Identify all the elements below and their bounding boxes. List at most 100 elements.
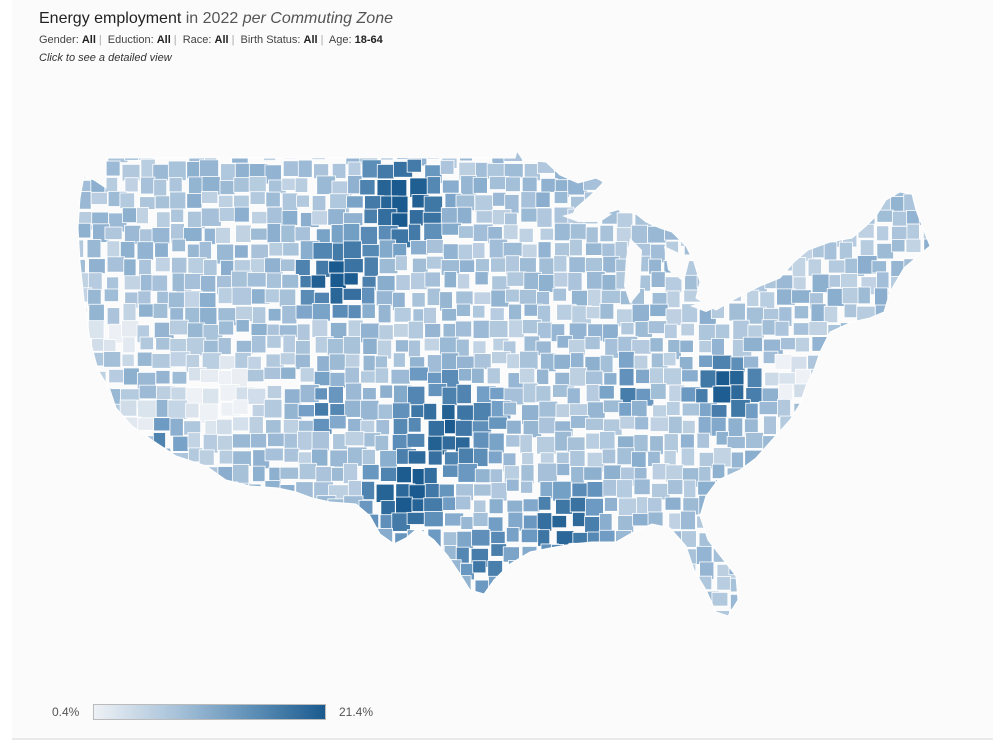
commuting-zone[interactable]: [662, 352, 677, 367]
commuting-zone[interactable]: [744, 239, 765, 256]
commuting-zone[interactable]: [743, 355, 760, 369]
commuting-zone[interactable]: [74, 481, 89, 501]
commuting-zone[interactable]: [459, 609, 479, 622]
commuting-zone[interactable]: [299, 498, 316, 513]
commuting-zone[interactable]: [410, 240, 429, 256]
commuting-zone[interactable]: [344, 366, 360, 385]
commuting-zone[interactable]: [282, 144, 299, 160]
commuting-zone[interactable]: [775, 223, 791, 244]
commuting-zone[interactable]: [795, 544, 813, 563]
commuting-zone[interactable]: [151, 612, 172, 630]
commuting-zone[interactable]: [487, 590, 508, 607]
commuting-zone[interactable]: [569, 367, 588, 387]
commuting-zone[interactable]: [747, 579, 765, 595]
commuting-zone[interactable]: [394, 624, 411, 643]
commuting-zone[interactable]: [806, 404, 824, 424]
commuting-zone[interactable]: [809, 544, 827, 563]
commuting-zone[interactable]: [552, 626, 569, 638]
commuting-zone[interactable]: [856, 382, 872, 396]
commuting-zone[interactable]: [712, 495, 732, 514]
commuting-zone[interactable]: [278, 596, 295, 615]
commuting-zone[interactable]: [679, 339, 694, 353]
commuting-zone[interactable]: [939, 625, 953, 642]
commuting-zone[interactable]: [374, 559, 389, 581]
commuting-zone[interactable]: [281, 543, 300, 557]
commuting-zone[interactable]: [251, 561, 272, 578]
commuting-zone[interactable]: [824, 593, 841, 614]
commuting-zone[interactable]: [938, 545, 955, 559]
commuting-zone[interactable]: [791, 256, 807, 278]
commuting-zone[interactable]: [71, 239, 84, 258]
commuting-zone[interactable]: [792, 576, 808, 594]
commuting-zone[interactable]: [794, 161, 809, 177]
commuting-zone[interactable]: [488, 432, 505, 454]
commuting-zone[interactable]: [423, 337, 441, 352]
commuting-zone[interactable]: [791, 289, 812, 304]
commuting-zone[interactable]: [409, 629, 428, 643]
commuting-zone[interactable]: [439, 159, 455, 175]
commuting-zone[interactable]: [838, 241, 853, 260]
commuting-zone[interactable]: [427, 625, 446, 643]
commuting-zone[interactable]: [522, 626, 537, 643]
commuting-zone[interactable]: [443, 545, 457, 560]
commuting-zone[interactable]: [600, 196, 615, 211]
commuting-zone[interactable]: [729, 528, 746, 546]
commuting-zone[interactable]: [599, 224, 614, 243]
commuting-zone[interactable]: [138, 579, 158, 593]
commuting-zone[interactable]: [728, 302, 746, 322]
commuting-zone[interactable]: [923, 607, 937, 627]
commuting-zone[interactable]: [314, 387, 328, 401]
commuting-zone[interactable]: [72, 383, 86, 404]
commuting-zone[interactable]: [137, 466, 153, 486]
commuting-zone[interactable]: [264, 447, 284, 462]
commuting-zone[interactable]: [281, 273, 300, 289]
commuting-zone[interactable]: [889, 580, 909, 595]
commuting-zone[interactable]: [633, 434, 649, 454]
commuting-zone[interactable]: [136, 351, 153, 367]
commuting-zone[interactable]: [486, 367, 501, 385]
commuting-zone[interactable]: [906, 479, 920, 500]
commuting-zone[interactable]: [585, 226, 599, 245]
commuting-zone[interactable]: [106, 256, 125, 273]
commuting-zone[interactable]: [679, 146, 694, 167]
commuting-zone[interactable]: [88, 370, 107, 385]
commuting-zone[interactable]: [554, 580, 575, 597]
commuting-zone[interactable]: [476, 610, 491, 630]
commuting-zone[interactable]: [390, 368, 411, 385]
commuting-zone[interactable]: [776, 452, 792, 468]
commuting-zone[interactable]: [153, 178, 168, 198]
commuting-zone[interactable]: [780, 337, 797, 351]
commuting-zone[interactable]: [407, 385, 426, 406]
commuting-zone[interactable]: [184, 580, 206, 595]
commuting-zone[interactable]: [346, 531, 362, 549]
commuting-zone[interactable]: [155, 256, 171, 273]
commuting-zone[interactable]: [472, 560, 487, 574]
commuting-zone[interactable]: [121, 433, 140, 451]
commuting-zone[interactable]: [809, 147, 826, 163]
commuting-zone[interactable]: [407, 417, 422, 433]
commuting-zone[interactable]: [731, 496, 745, 512]
commuting-zone[interactable]: [394, 559, 410, 573]
commuting-zone[interactable]: [408, 366, 429, 382]
commuting-zone[interactable]: [873, 434, 888, 450]
commuting-zone[interactable]: [808, 595, 825, 613]
commuting-zone[interactable]: [234, 244, 249, 259]
commuting-zone[interactable]: [871, 464, 885, 482]
commuting-zone[interactable]: [121, 497, 139, 512]
commuting-zone[interactable]: [506, 478, 520, 492]
commuting-zone[interactable]: [379, 450, 398, 468]
commuting-zone[interactable]: [841, 449, 856, 463]
commuting-zone[interactable]: [407, 450, 427, 465]
commuting-zone[interactable]: [122, 336, 136, 354]
commuting-zone[interactable]: [106, 561, 122, 583]
commuting-zone[interactable]: [682, 419, 696, 434]
commuting-zone[interactable]: [905, 608, 922, 624]
commuting-zone[interactable]: [908, 321, 926, 340]
commuting-zone[interactable]: [856, 305, 876, 326]
commuting-zone[interactable]: [858, 175, 873, 193]
commuting-zone[interactable]: [235, 624, 254, 641]
commuting-zone[interactable]: [922, 321, 943, 340]
commuting-zone[interactable]: [794, 626, 809, 641]
commuting-zone[interactable]: [249, 144, 265, 159]
commuting-zone[interactable]: [826, 161, 847, 182]
